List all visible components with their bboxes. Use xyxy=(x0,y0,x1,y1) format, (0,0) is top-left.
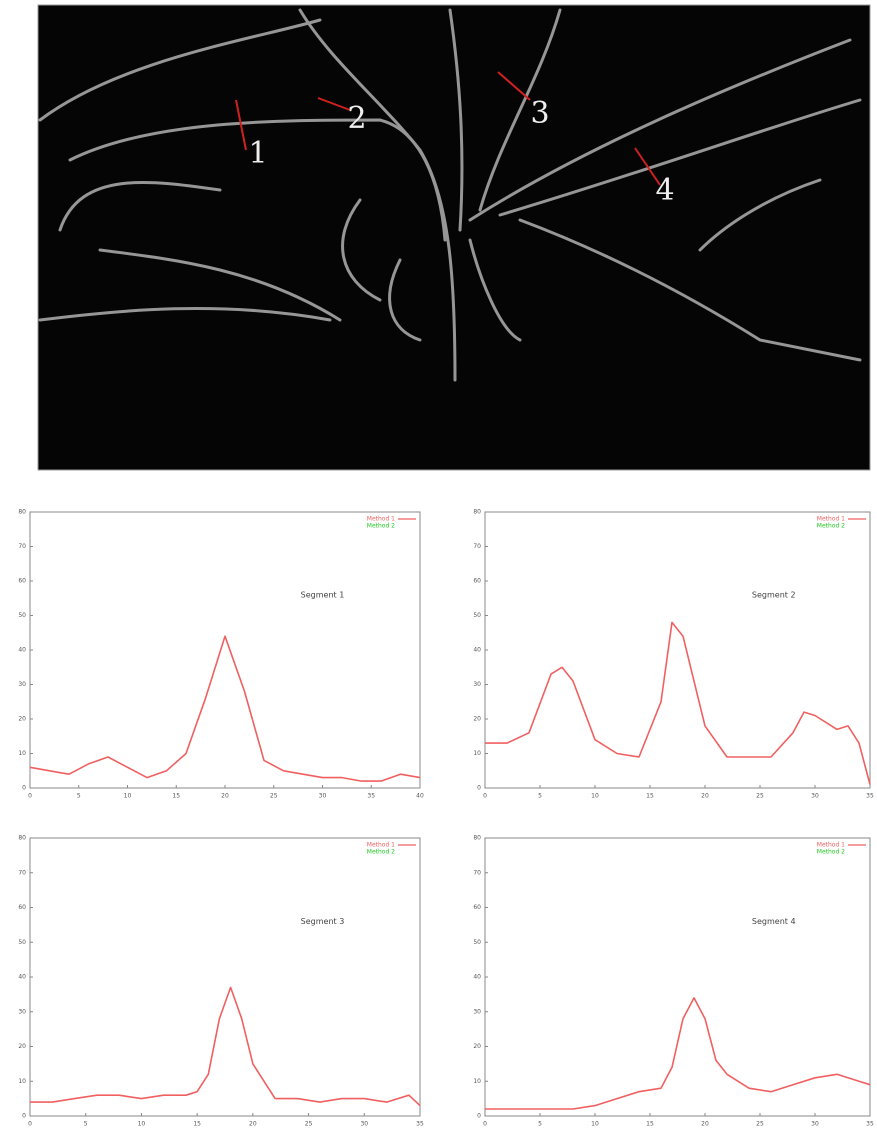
y-tick-label: 80 xyxy=(18,835,26,842)
x-tick-label: 30 xyxy=(811,793,819,800)
y-tick-label: 40 xyxy=(473,974,481,981)
y-tick-label: 40 xyxy=(18,647,26,654)
x-tick-label: 5 xyxy=(538,793,542,800)
figure: 1 2 3 4 01020304050607080051015202530354… xyxy=(0,0,877,1129)
y-tick-label: 30 xyxy=(18,1008,26,1015)
page: {"figure": {"image_labels": ["1", "2", "… xyxy=(0,0,877,1129)
y-tick-label: 50 xyxy=(473,939,481,946)
x-tick-label: 40 xyxy=(416,793,424,800)
y-tick-label: 70 xyxy=(18,869,26,876)
legend-label: Method 2 xyxy=(367,523,395,530)
y-tick-label: 60 xyxy=(18,904,26,911)
x-tick-label: 35 xyxy=(416,1121,424,1128)
x-tick-label: 5 xyxy=(77,793,81,800)
y-tick-label: 70 xyxy=(473,543,481,550)
legend-label: Method 2 xyxy=(817,849,845,856)
x-tick-label: 25 xyxy=(270,793,278,800)
y-tick-label: 70 xyxy=(473,869,481,876)
y-tick-label: 30 xyxy=(18,681,26,688)
plot-frame xyxy=(485,838,870,1116)
chart-title: Segment 1 xyxy=(301,590,345,599)
y-tick-label: 50 xyxy=(18,939,26,946)
x-tick-label: 30 xyxy=(319,793,327,800)
legend-label: Method 2 xyxy=(817,523,845,530)
image-label: 4 xyxy=(655,173,674,208)
y-tick-label: 10 xyxy=(18,750,26,757)
legend-label: Method 1 xyxy=(367,516,395,523)
y-tick-label: 60 xyxy=(18,578,26,585)
y-tick-label: 30 xyxy=(473,681,481,688)
y-tick-label: 50 xyxy=(18,612,26,619)
x-tick-label: 25 xyxy=(305,1121,313,1128)
x-tick-label: 25 xyxy=(756,793,764,800)
x-tick-label: 0 xyxy=(28,1121,32,1128)
x-tick-label: 15 xyxy=(172,793,180,800)
legend-label: Method 2 xyxy=(367,849,395,856)
x-tick-label: 10 xyxy=(124,793,132,800)
x-tick-label: 10 xyxy=(591,1121,599,1128)
y-tick-label: 10 xyxy=(473,1078,481,1085)
data-line xyxy=(485,998,870,1109)
legend-label: Method 1 xyxy=(817,516,845,523)
x-tick-label: 5 xyxy=(538,1121,542,1128)
y-tick-label: 80 xyxy=(473,509,481,516)
y-tick-label: 20 xyxy=(473,1043,481,1050)
x-tick-label: 15 xyxy=(193,1121,201,1128)
y-tick-label: 70 xyxy=(18,543,26,550)
y-tick-label: 20 xyxy=(18,716,26,723)
x-tick-label: 15 xyxy=(646,1121,654,1128)
legend-label: Method 1 xyxy=(817,842,845,849)
chart-title: Segment 2 xyxy=(752,590,796,599)
y-tick-label: 40 xyxy=(473,647,481,654)
image-label: 3 xyxy=(530,96,549,131)
image-label: 1 xyxy=(248,136,267,171)
y-tick-label: 0 xyxy=(477,1113,481,1120)
x-tick-label: 10 xyxy=(138,1121,146,1128)
y-tick-label: 80 xyxy=(473,835,481,842)
plot-frame xyxy=(30,512,420,788)
x-tick-label: 35 xyxy=(866,1121,874,1128)
x-tick-label: 25 xyxy=(756,1121,764,1128)
data-line xyxy=(30,987,420,1105)
x-tick-label: 0 xyxy=(28,793,32,800)
y-tick-label: 20 xyxy=(473,716,481,723)
image-label: 2 xyxy=(347,101,366,136)
x-tick-label: 0 xyxy=(483,793,487,800)
x-tick-label: 30 xyxy=(360,1121,368,1128)
y-tick-label: 30 xyxy=(473,1008,481,1015)
x-tick-label: 20 xyxy=(701,793,709,800)
legend-label: Method 1 xyxy=(367,842,395,849)
y-tick-label: 0 xyxy=(22,1113,26,1120)
x-tick-label: 5 xyxy=(84,1121,88,1128)
y-tick-label: 0 xyxy=(22,785,26,792)
x-tick-label: 20 xyxy=(701,1121,709,1128)
chart-title: Segment 4 xyxy=(752,917,796,926)
y-tick-label: 80 xyxy=(18,509,26,516)
x-tick-label: 15 xyxy=(646,793,654,800)
x-tick-label: 20 xyxy=(221,793,229,800)
y-tick-label: 60 xyxy=(473,578,481,585)
chart-title: Segment 3 xyxy=(301,917,345,926)
plot-frame xyxy=(485,512,870,788)
x-tick-label: 35 xyxy=(367,793,375,800)
x-tick-label: 20 xyxy=(249,1121,257,1128)
x-tick-label: 30 xyxy=(811,1121,819,1128)
y-tick-label: 10 xyxy=(473,750,481,757)
y-tick-label: 40 xyxy=(18,974,26,981)
y-tick-label: 20 xyxy=(18,1043,26,1050)
x-tick-label: 10 xyxy=(591,793,599,800)
vessel-image: 1 2 3 4 xyxy=(38,5,870,470)
x-tick-label: 0 xyxy=(483,1121,487,1128)
data-line xyxy=(485,622,870,784)
plot-frame xyxy=(30,838,420,1116)
x-tick-label: 35 xyxy=(866,793,874,800)
y-tick-label: 0 xyxy=(477,785,481,792)
data-line xyxy=(30,636,420,781)
y-tick-label: 60 xyxy=(473,904,481,911)
y-tick-label: 50 xyxy=(473,612,481,619)
y-tick-label: 10 xyxy=(18,1078,26,1085)
